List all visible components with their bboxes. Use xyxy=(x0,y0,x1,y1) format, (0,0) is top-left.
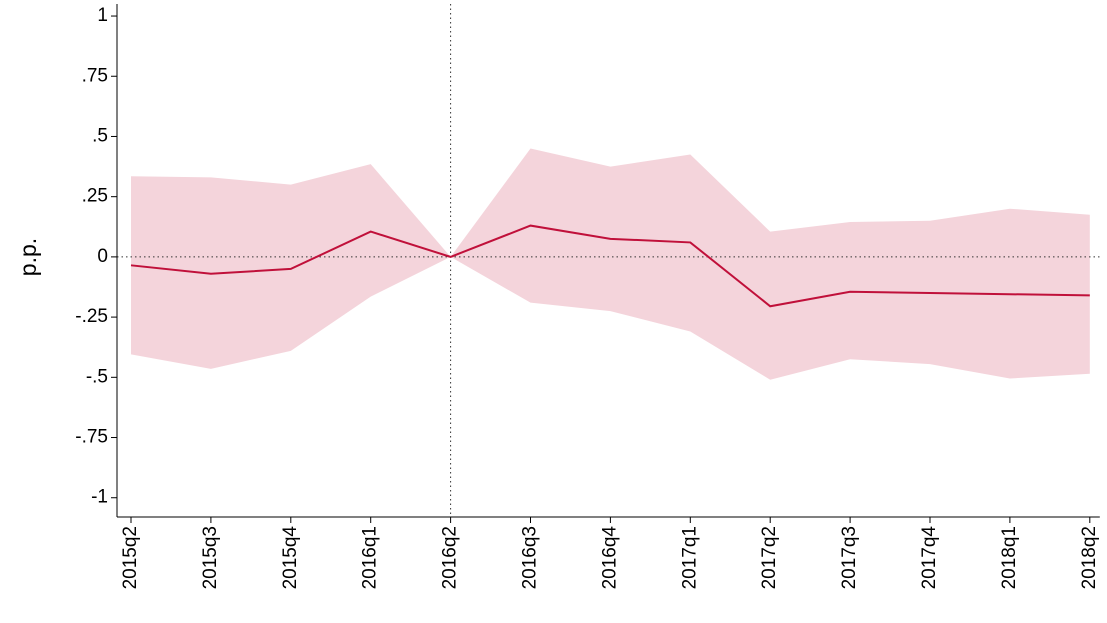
y-tick-label: 0 xyxy=(97,246,108,267)
y-tick-label: -.75 xyxy=(75,427,108,448)
x-tick-label: 2016q1 xyxy=(360,526,381,589)
x-tick-label: 2017q4 xyxy=(919,526,940,590)
x-tick-label: 2018q2 xyxy=(1079,526,1100,589)
x-tick-label: 2018q1 xyxy=(999,526,1020,589)
x-tick-label: 2016q4 xyxy=(599,526,620,590)
y-tick-label: .25 xyxy=(82,186,108,207)
x-tick-label: 2016q3 xyxy=(520,526,541,589)
y-tick-label: -.5 xyxy=(86,366,108,387)
line xyxy=(130,224,1090,308)
x-tick-label: 2016q2 xyxy=(440,526,461,589)
x-tick-label: 2017q3 xyxy=(839,526,860,589)
y-tick-label: -1 xyxy=(91,487,108,508)
y-tick-label: .5 xyxy=(92,125,108,146)
y-tick-label: .75 xyxy=(82,65,108,86)
y-axis-label: p.p. xyxy=(15,238,41,276)
y-tick-label: 1 xyxy=(97,5,108,26)
x-tick-label: 2017q1 xyxy=(679,526,700,589)
x-tick-label: 2015q4 xyxy=(280,526,301,590)
x-tick-label: 2015q2 xyxy=(120,526,141,589)
confidence-band xyxy=(131,148,1090,380)
x-tick-label: 2017q2 xyxy=(759,526,780,589)
x-tick-label: 2015q3 xyxy=(200,526,221,589)
y-tick-label: -.25 xyxy=(75,306,108,327)
